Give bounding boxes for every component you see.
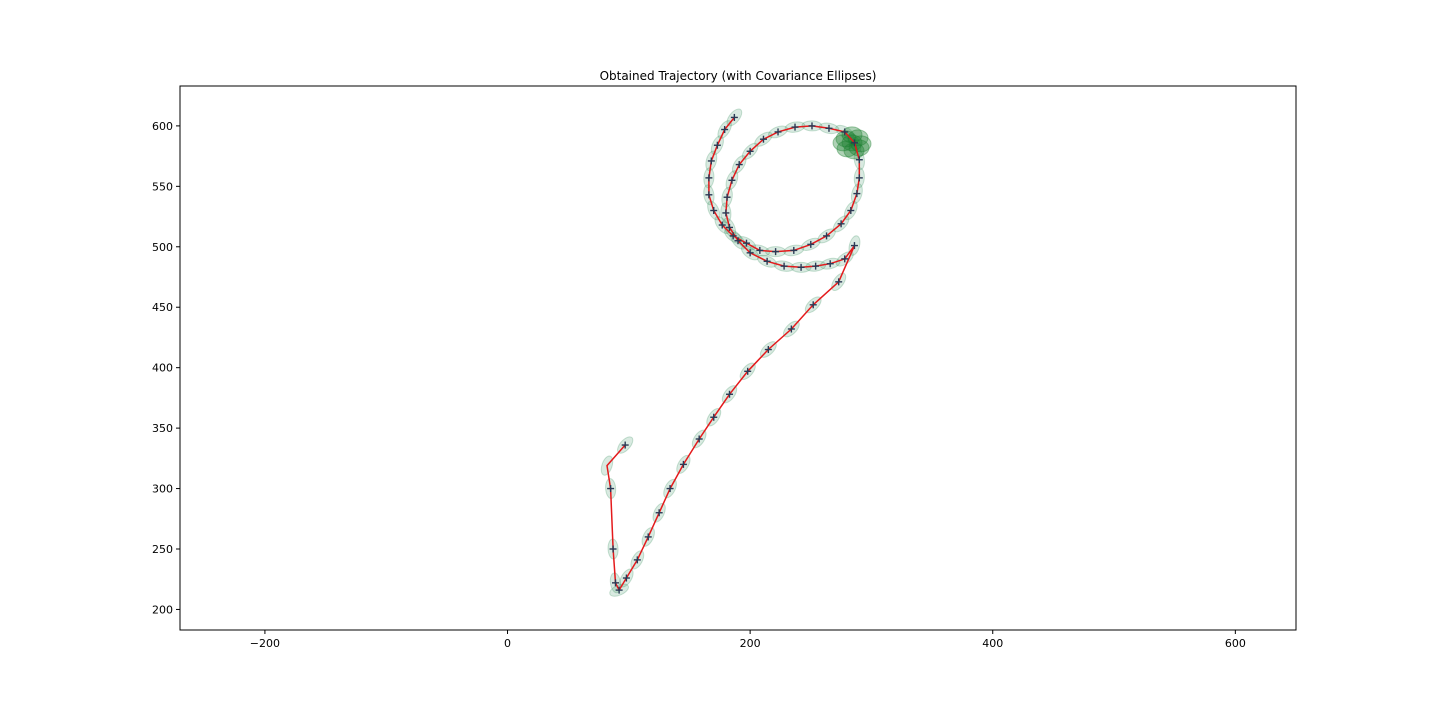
pose-marker [746,147,754,155]
pose-marker [850,139,858,147]
pose-marker [729,232,737,240]
pose-marker [666,485,674,493]
pose-marker [713,141,721,149]
pose-marker [679,460,687,468]
pose-marker [847,207,855,215]
pose-marker [705,191,713,199]
pose-marker [791,123,799,131]
y-tick-label: 450 [152,301,173,314]
pose-marker [855,174,863,182]
pose-marker [742,239,750,247]
x-tick-label: 600 [1225,637,1246,650]
y-axis: 200 250 300 350 400 450 500 550 600 [152,120,180,616]
chart-title: Obtained Trajectory (with Covariance Ell… [600,69,877,83]
x-tick-label: 400 [982,637,1003,650]
pose-marker [735,161,743,169]
pose-marker [746,249,754,257]
y-tick-label: 350 [152,422,173,435]
pose-marker [756,246,764,254]
pose-marker [808,122,816,130]
pose-marker [772,248,780,256]
pose-marker [607,485,615,493]
pose-marker [622,574,630,582]
pose-marker [774,128,782,136]
marker-layer [607,113,863,594]
y-tick-label: 550 [152,180,173,193]
pose-marker [728,176,736,184]
end-covariance-ellipse [836,140,858,158]
pose-marker [759,135,767,143]
pose-marker [790,246,798,254]
pose-marker [787,325,795,333]
pose-marker [718,221,726,229]
pose-marker [705,174,713,182]
y-tick-label: 400 [152,362,173,375]
y-tick-label: 500 [152,241,173,254]
pose-marker [809,301,817,309]
pose-marker [644,533,652,541]
pose-marker [726,223,734,231]
pose-marker [835,278,843,286]
x-tick-label: −200 [250,637,280,650]
pose-marker [826,260,834,268]
pose-marker [812,262,820,270]
pose-marker [655,509,663,517]
pose-marker [722,209,730,217]
pose-marker [823,232,831,240]
pose-marker [609,545,617,553]
pose-marker [853,190,861,198]
x-tick-label: 0 [504,637,511,650]
pose-marker [837,220,845,228]
y-tick-label: 600 [152,120,173,133]
x-tick-label: 200 [740,637,761,650]
pose-marker [707,157,715,165]
pose-marker [734,237,742,245]
pose-marker [723,193,731,201]
pose-marker [807,240,815,248]
y-tick-label: 200 [152,603,173,616]
pose-marker [710,413,718,421]
pose-marker [744,367,752,375]
pose-marker [611,579,619,587]
pose-marker [721,126,729,134]
y-tick-label: 250 [152,543,173,556]
pose-marker [710,207,718,215]
pose-marker [730,113,738,121]
pose-marker [797,263,805,271]
pose-marker [621,441,629,449]
plot-frame [179,85,1297,631]
pose-marker [695,435,703,443]
pose-marker [841,128,849,136]
pose-marker [855,156,863,164]
pose-marker [615,586,623,594]
y-tick-label: 300 [152,483,173,496]
pose-marker [850,242,858,250]
pose-marker [780,262,788,270]
pose-marker [841,255,849,263]
x-axis: −200 0 200 400 600 [250,630,1246,650]
pose-marker [825,124,833,132]
pose-marker [726,390,734,398]
pose-marker [763,257,771,265]
pose-marker [633,556,641,564]
pose-marker [764,346,772,354]
